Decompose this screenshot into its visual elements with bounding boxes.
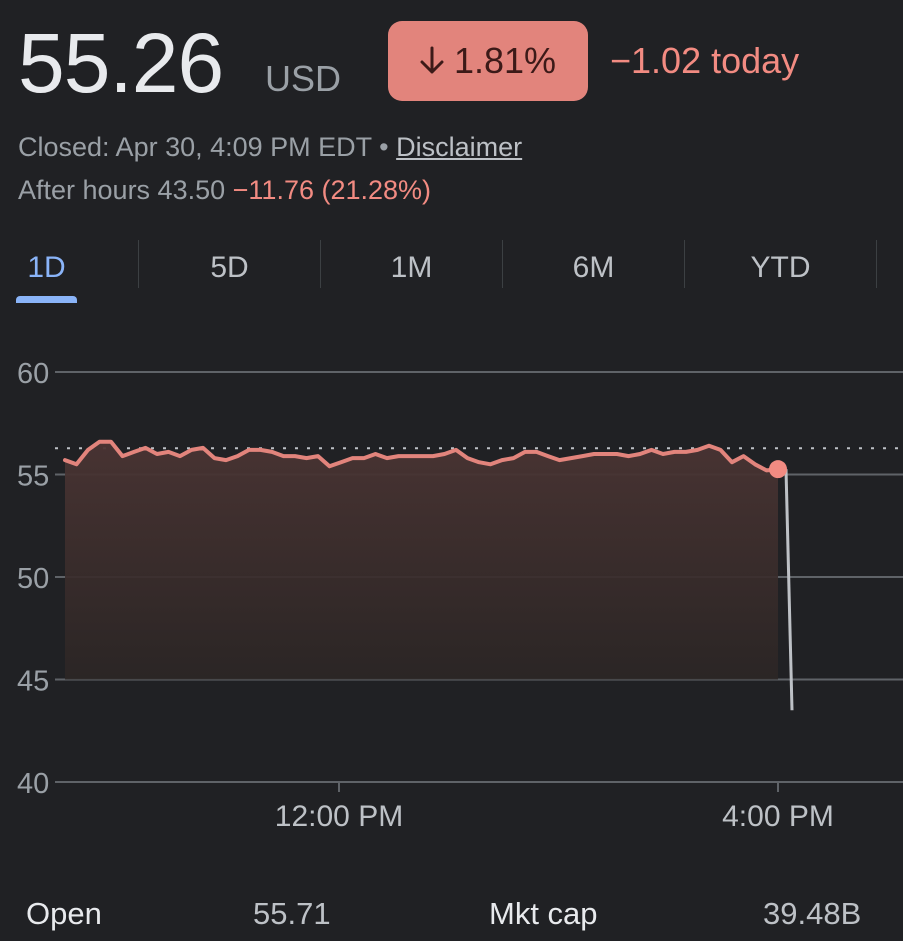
after-hours-line [784,469,794,711]
closed-time: Closed: Apr 30, 4:09 PM EDT • [18,132,397,162]
tab-divider [876,240,877,288]
tab-5d[interactable]: 5D [210,251,249,284]
range-tabs: 1D 5D 1M 6M YTD [0,238,903,304]
open-label: Open [26,896,102,931]
after-hours: After hours 43.50 −11.76 (21.28%) [18,175,431,206]
change-percent-badge: 1.81% [388,21,588,101]
price-area-fill [65,441,778,680]
tab-1d[interactable]: 1D [27,251,66,284]
after-hours-change: −11.76 (21.28%) [232,175,432,205]
mktcap-value: 39.48B [763,896,862,931]
x-tick-label: 12:00 PM [275,800,403,833]
arrow-down-icon [420,46,444,74]
disclaimer-link[interactable]: Disclaimer [396,132,523,162]
y-tick-label: 45 [17,666,49,698]
market-status: Closed: Apr 30, 4:09 PM EDT • Disclaimer [18,132,522,163]
tab-divider [684,240,685,288]
x-tick-label: 4:00 PM [722,800,834,833]
close-point-marker [769,460,787,479]
change-percent: 1.81% [453,40,557,81]
currency-label: USD [265,58,342,99]
tab-divider [138,240,139,288]
current-price: 55.26 [18,16,224,110]
tab-divider [502,240,503,288]
active-tab-indicator [16,296,77,303]
key-stats: Open 55.71 Mkt cap 39.48B [0,890,903,940]
price-header: 55.26 USD 1.81% −1.02 today [18,18,888,108]
y-tick-label: 60 [17,358,49,390]
y-tick-label: 50 [17,563,49,595]
mktcap-label: Mkt cap [489,896,598,931]
tab-ytd[interactable]: YTD [750,251,811,284]
change-today: −1.02 today [610,40,800,81]
tab-divider [320,240,321,288]
open-value: 55.71 [253,896,331,931]
price-chart[interactable]: 60 55 50 45 40 12:00 PM 4:00 PM [0,330,903,850]
tab-1m[interactable]: 1M [390,251,433,284]
after-hours-price: After hours 43.50 [18,175,226,205]
y-tick-label: 55 [17,461,49,493]
tab-6m[interactable]: 6M [572,251,615,284]
price-line [63,439,780,473]
y-tick-label: 40 [17,768,49,800]
